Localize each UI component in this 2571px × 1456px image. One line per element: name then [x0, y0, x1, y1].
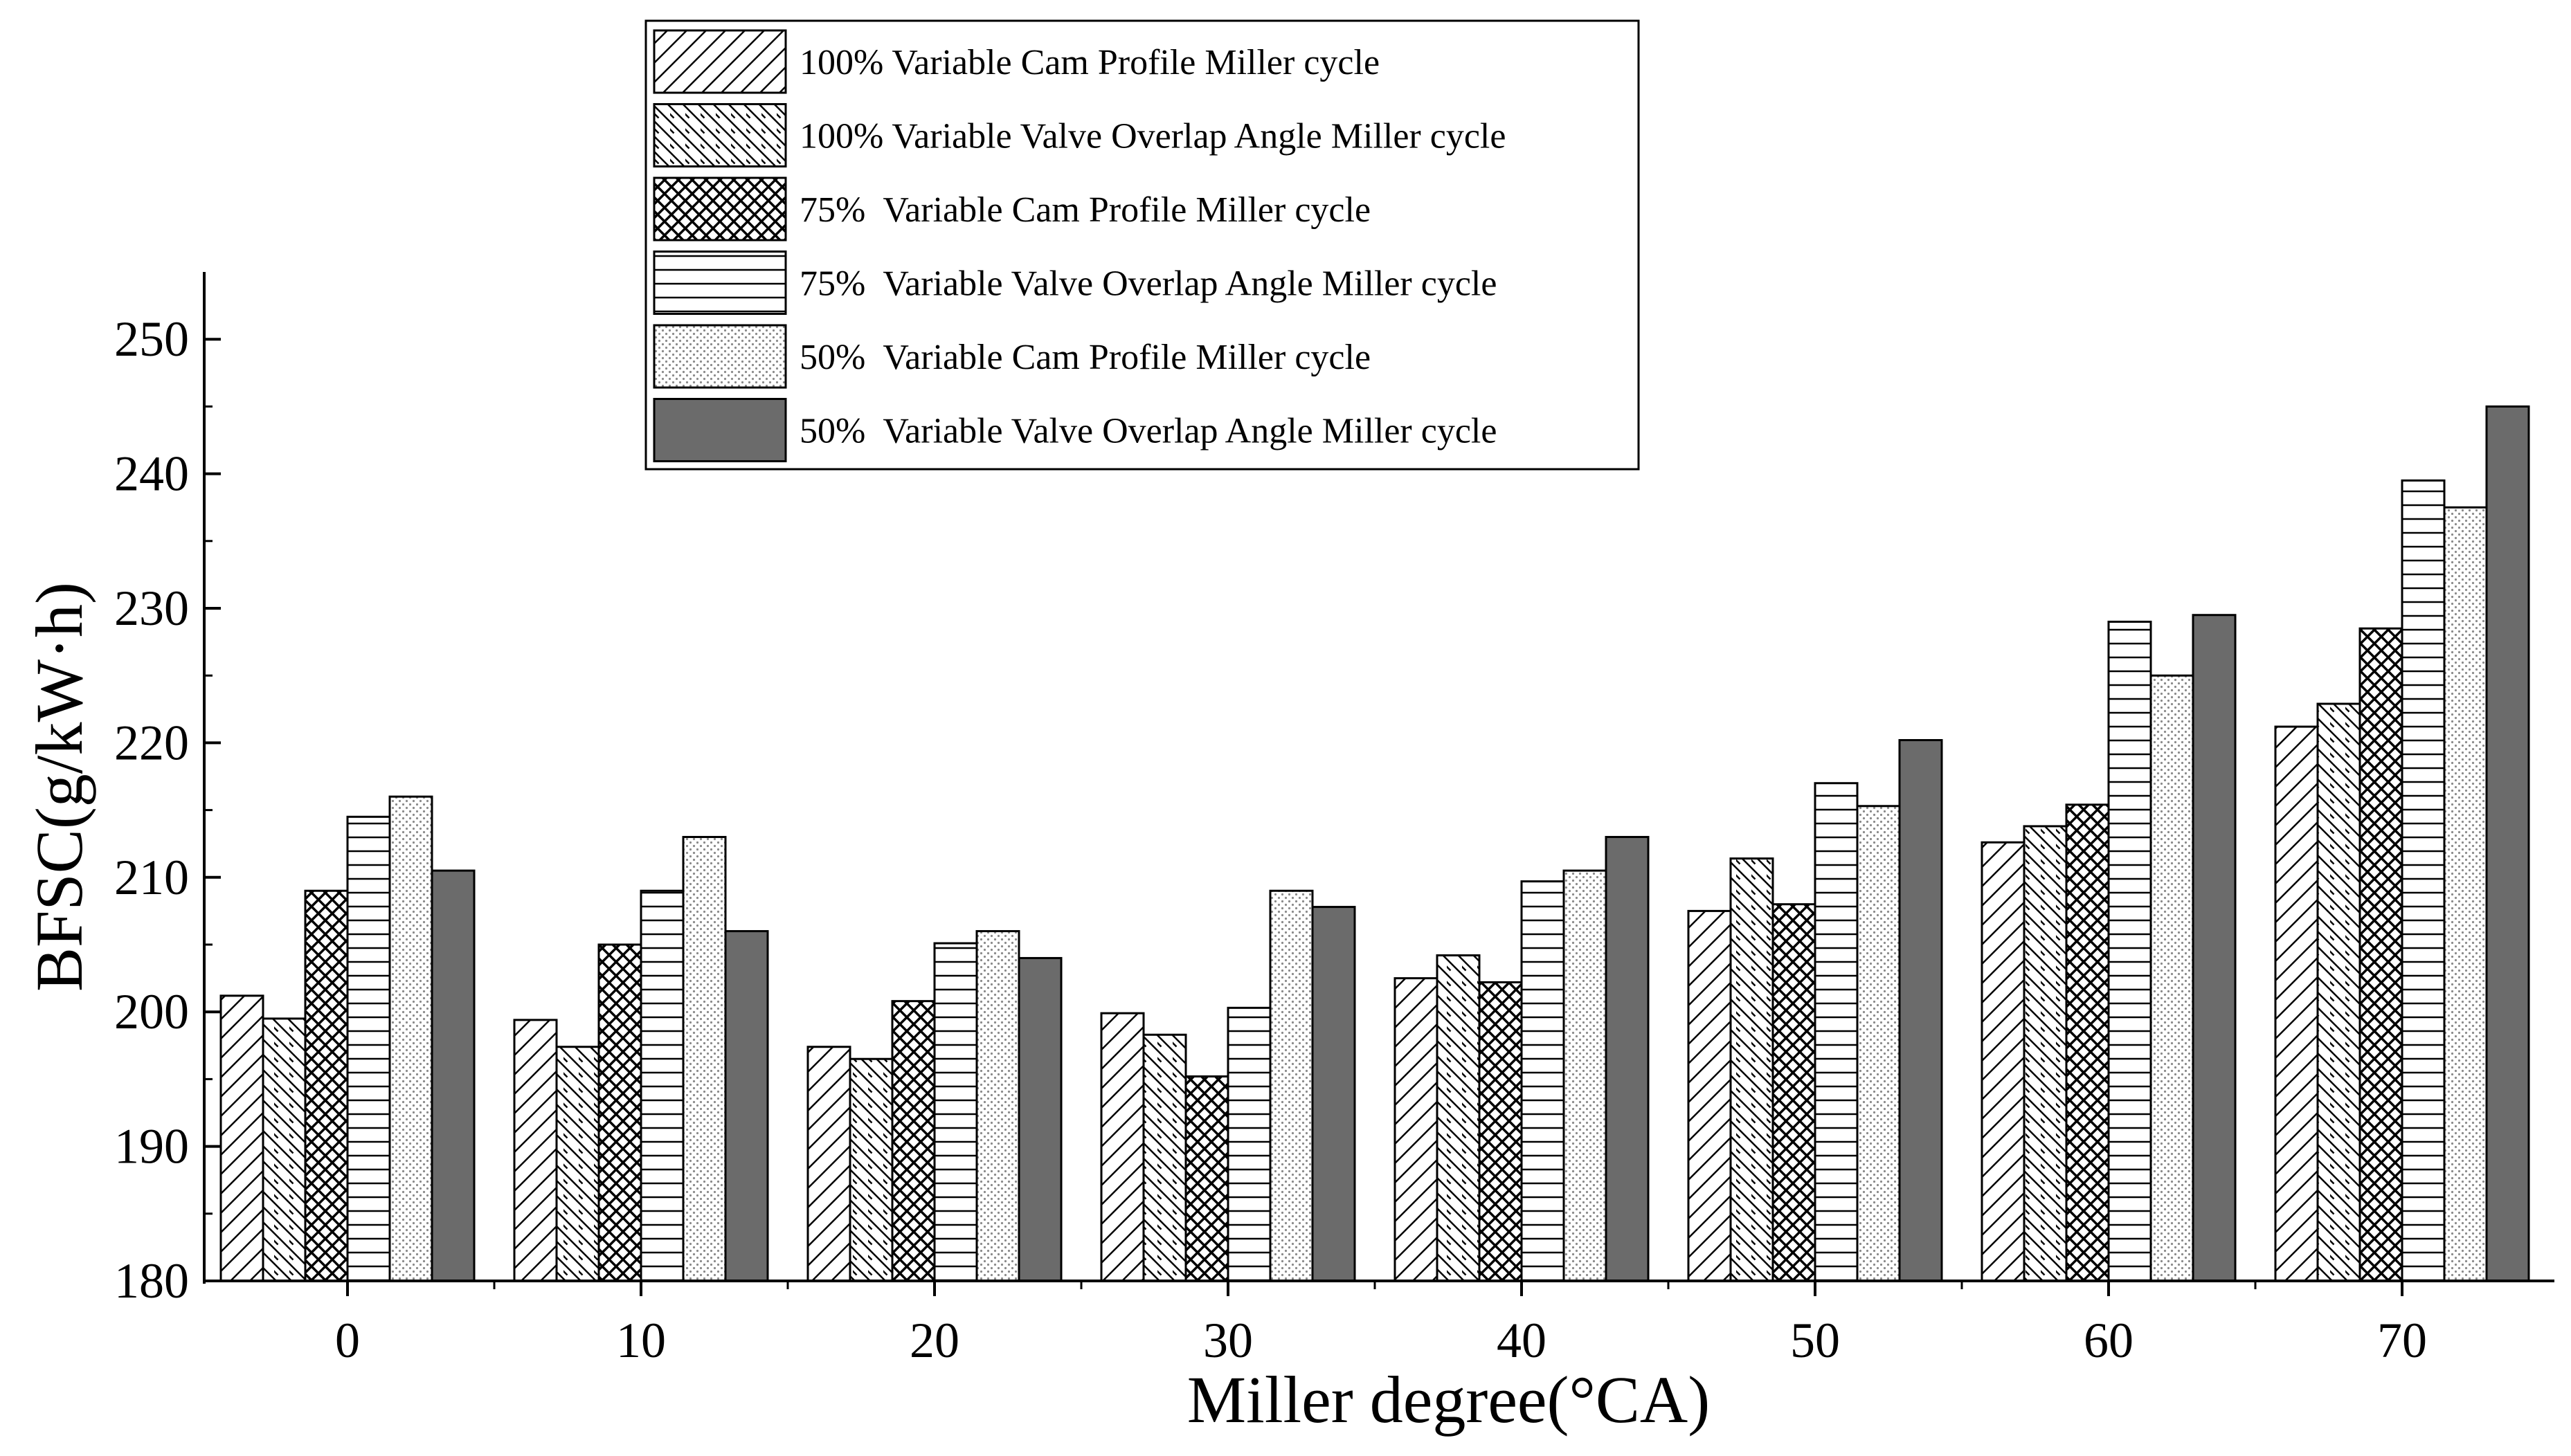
legend-swatch-2 — [653, 103, 787, 167]
bar-0-series-4 — [346, 815, 391, 1282]
y-tick-label-230: 230 — [114, 581, 189, 636]
bar-30-series-2 — [1142, 1033, 1187, 1282]
bar-70-series-4 — [2401, 479, 2446, 1282]
axes: 180 190 200 210 220 230 240 250 0 10 20 30 40 50 60 70 M… — [22, 272, 2554, 1437]
bar-30-series-6 — [1311, 906, 1356, 1282]
bar-30-series-4 — [1227, 1006, 1272, 1282]
legend-swatch-3 — [653, 176, 787, 242]
bar-40-series-6 — [1605, 835, 1650, 1282]
y-tick-label-210: 210 — [114, 850, 189, 905]
legend-label-3: 75% Variable Cam Profile Miller cycle — [800, 190, 1371, 230]
bar-70-series-1 — [2274, 725, 2319, 1282]
bar-30-series-3 — [1184, 1075, 1229, 1282]
legend: 100% Variable Cam Profile Miller cycle 10… — [644, 19, 1640, 471]
bar-10-series-5 — [682, 835, 727, 1282]
bar-30-series-5 — [1269, 889, 1314, 1282]
legend-swatch-4 — [653, 251, 787, 315]
bar-50-series-4 — [1814, 782, 1859, 1282]
x-tick-label-40: 40 — [1497, 1313, 1546, 1368]
bar-0-series-1 — [219, 994, 264, 1282]
bar-20-series-1 — [806, 1046, 851, 1282]
bar-50-series-5 — [1856, 805, 1901, 1282]
bar-20-series-2 — [849, 1057, 894, 1282]
bar-60-series-4 — [2107, 620, 2152, 1282]
bar-40-series-4 — [1520, 880, 1565, 1282]
bar-10-series-2 — [555, 1046, 600, 1282]
bar-50-series-2 — [1729, 857, 1774, 1282]
bar-60-series-1 — [1981, 841, 2026, 1282]
x-tick-label-60: 60 — [2084, 1313, 2134, 1368]
bar-20-series-4 — [933, 942, 978, 1282]
bar-70-series-3 — [2358, 627, 2403, 1282]
legend-label-1: 100% Variable Cam Profile Miller cycle — [800, 43, 1380, 82]
bar-0-series-2 — [262, 1017, 307, 1282]
x-tick-label-50: 50 — [1790, 1313, 1840, 1368]
y-tick-label-220: 220 — [114, 715, 189, 770]
bar-40-series-3 — [1478, 981, 1523, 1282]
legend-swatch-1 — [653, 29, 787, 94]
x-tick-label-30: 30 — [1203, 1313, 1253, 1368]
bar-60-series-3 — [2065, 803, 2110, 1282]
bar-70-series-2 — [2316, 702, 2361, 1282]
bar-40-series-1 — [1393, 977, 1438, 1282]
plot-area — [219, 405, 2530, 1282]
legend-label-4: 75% Variable Valve Overlap Angle Miller … — [800, 264, 1497, 304]
legend-label-6: 50% Variable Valve Overlap Angle Miller … — [800, 412, 1497, 451]
bar-10-series-6 — [724, 930, 769, 1282]
bar-50-series-6 — [1898, 739, 1943, 1282]
bar-10-series-3 — [597, 943, 642, 1282]
bar-60-series-2 — [2023, 825, 2068, 1282]
y-tick-label-200: 200 — [114, 984, 189, 1039]
x-tick-label-70: 70 — [2377, 1313, 2427, 1368]
legend-swatch-5 — [653, 324, 787, 389]
y-tick-label-250: 250 — [114, 311, 189, 367]
bar-40-series-5 — [1562, 869, 1607, 1282]
x-tick-label-0: 0 — [335, 1313, 360, 1368]
legend-label-5: 50% Variable Cam Profile Miller cycle — [800, 338, 1371, 377]
y-axis-title: BFSC(g/kW·h) — [22, 582, 96, 992]
bar-40-series-2 — [1436, 954, 1481, 1282]
bar-60-series-6 — [2192, 614, 2237, 1282]
bar-20-series-5 — [975, 930, 1020, 1282]
y-tick-label-180: 180 — [114, 1253, 189, 1309]
legend-swatch-6 — [653, 398, 787, 462]
legend-box — [644, 19, 1640, 471]
bar-50-series-3 — [1771, 903, 1816, 1282]
bar-0-series-3 — [304, 889, 349, 1282]
bar-60-series-5 — [2149, 674, 2194, 1282]
x-axis-title: Miller degree(°CA) — [1187, 1363, 1710, 1437]
bar-70-series-5 — [2443, 506, 2488, 1282]
legend-label-2: 100% Variable Valve Overlap Angle Miller… — [800, 117, 1506, 156]
bar-20-series-3 — [891, 1000, 936, 1282]
bar-10-series-4 — [640, 889, 685, 1282]
x-tick-label-20: 20 — [910, 1313, 959, 1368]
bar-0-series-6 — [431, 869, 476, 1282]
bar-30-series-1 — [1100, 1012, 1145, 1282]
x-tick-label-10: 10 — [616, 1313, 666, 1368]
bar-50-series-1 — [1687, 909, 1732, 1282]
bar-70-series-6 — [2485, 405, 2530, 1282]
bar-0-series-5 — [388, 795, 433, 1282]
y-tick-label-240: 240 — [114, 446, 189, 502]
y-tick-label-190: 190 — [114, 1119, 189, 1174]
bar-10-series-1 — [513, 1019, 558, 1282]
bar-20-series-6 — [1018, 956, 1063, 1282]
